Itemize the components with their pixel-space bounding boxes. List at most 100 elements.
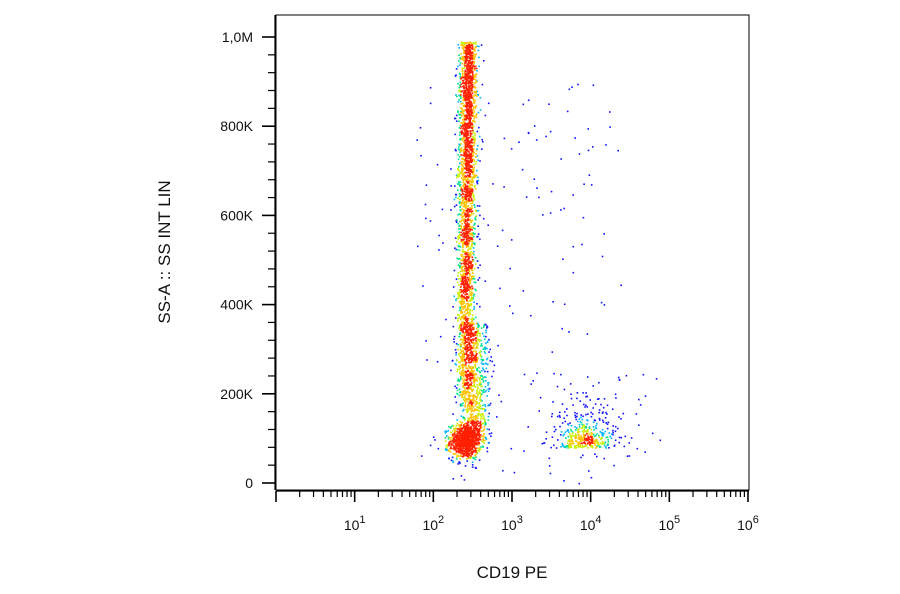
- data-point: [458, 166, 460, 168]
- data-point: [468, 115, 471, 118]
- data-point: [463, 150, 465, 152]
- data-point: [472, 423, 475, 425]
- data-point: [476, 391, 478, 393]
- data-point: [480, 413, 483, 416]
- data-point: [453, 269, 456, 272]
- data-point: [467, 153, 469, 155]
- data-point: [462, 380, 465, 382]
- data-point: [460, 161, 463, 163]
- data-point: [474, 347, 477, 350]
- data-point: [466, 174, 469, 177]
- data-point: [479, 405, 482, 407]
- data-point: [468, 75, 471, 77]
- data-point: [605, 422, 607, 424]
- data-point: [464, 95, 467, 97]
- data-point: [470, 330, 472, 332]
- data-point: [462, 375, 465, 378]
- data-point: [465, 365, 467, 367]
- data-point: [456, 313, 459, 316]
- data-point: [457, 436, 459, 438]
- data-point: [467, 244, 470, 246]
- data-point: [465, 367, 467, 369]
- data-point: [473, 428, 476, 430]
- data-point: [471, 333, 474, 335]
- data-point: [467, 249, 469, 251]
- data-point: [466, 103, 469, 106]
- data-point: [586, 333, 589, 335]
- data-point: [475, 353, 478, 356]
- data-point: [449, 439, 452, 441]
- data-point: [475, 79, 477, 81]
- data-point: [479, 438, 482, 441]
- data-point: [470, 169, 472, 171]
- data-point: [453, 198, 456, 201]
- data-point: [465, 372, 468, 374]
- data-point: [459, 233, 461, 236]
- data-point: [453, 341, 455, 343]
- data-point: [468, 396, 470, 398]
- data-point: [472, 405, 475, 408]
- data-point: [455, 451, 458, 453]
- data-point: [468, 144, 470, 147]
- data-point: [465, 446, 467, 448]
- data-point: [459, 95, 462, 98]
- data-point: [470, 68, 473, 70]
- data-point: [455, 434, 457, 437]
- data-point: [469, 442, 471, 444]
- data-point: [461, 444, 463, 447]
- data-point: [475, 343, 477, 345]
- data-point: [467, 263, 469, 266]
- data-point: [461, 334, 463, 336]
- data-point: [463, 211, 465, 214]
- data-point: [474, 417, 477, 420]
- data-point: [587, 435, 589, 438]
- data-point: [462, 276, 465, 279]
- data-point: [478, 366, 480, 369]
- data-point: [585, 395, 587, 398]
- data-point: [458, 441, 461, 443]
- data-point: [464, 140, 466, 142]
- data-point: [569, 446, 572, 448]
- data-point: [446, 447, 448, 449]
- data-point: [453, 431, 456, 433]
- data-point: [601, 429, 604, 431]
- data-point: [458, 173, 461, 176]
- data-point: [581, 430, 584, 433]
- data-point: [457, 213, 459, 216]
- data-point: [625, 374, 628, 377]
- data-point: [472, 137, 474, 140]
- data-point: [471, 202, 474, 204]
- data-point: [465, 362, 468, 364]
- data-point: [457, 169, 460, 172]
- data-point: [461, 233, 464, 236]
- data-point: [466, 210, 468, 213]
- data-point: [471, 385, 473, 387]
- data-point: [473, 62, 475, 65]
- data-point: [594, 403, 597, 405]
- data-point: [462, 300, 464, 303]
- data-point: [471, 258, 474, 261]
- data-point: [572, 194, 574, 196]
- data-point: [472, 235, 475, 238]
- data-point: [465, 110, 468, 112]
- data-point: [470, 220, 472, 222]
- data-point: [476, 333, 478, 336]
- data-point: [598, 434, 600, 437]
- data-point: [462, 79, 465, 82]
- data-point: [471, 320, 474, 322]
- data-point: [468, 346, 470, 349]
- data-point: [469, 125, 472, 127]
- data-point: [471, 84, 474, 86]
- data-point: [464, 91, 466, 94]
- data-point: [470, 403, 473, 406]
- data-point: [606, 436, 609, 439]
- data-point: [438, 249, 440, 251]
- data-point: [465, 130, 468, 132]
- data-point: [444, 436, 447, 439]
- data-point: [475, 378, 477, 380]
- data-point: [467, 95, 470, 97]
- data-point: [465, 236, 467, 239]
- data-point: [461, 308, 463, 310]
- data-point: [467, 234, 470, 237]
- data-point: [466, 282, 468, 284]
